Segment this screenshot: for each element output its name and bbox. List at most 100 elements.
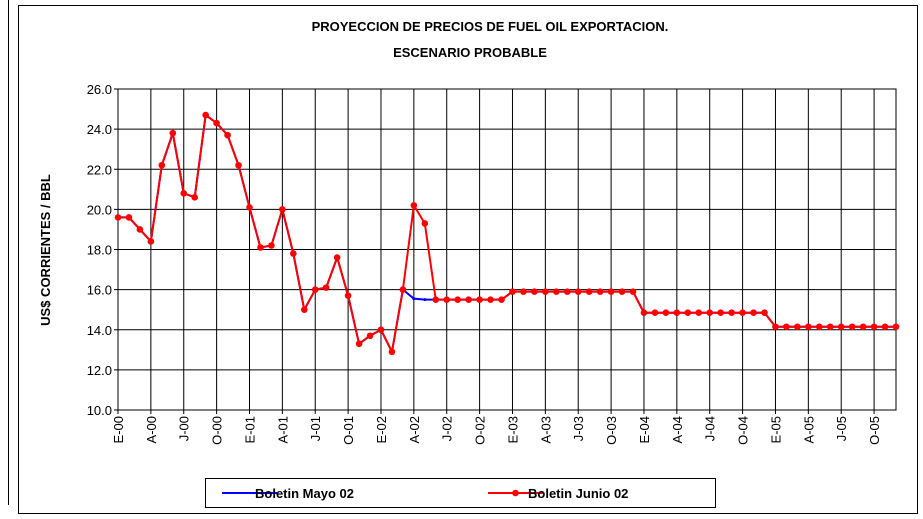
point bbox=[224, 131, 231, 139]
point bbox=[596, 288, 604, 295]
point bbox=[465, 296, 472, 303]
point bbox=[290, 250, 297, 257]
point bbox=[432, 296, 440, 303]
y-tick-label: 12.0 bbox=[87, 363, 112, 378]
point bbox=[498, 296, 505, 303]
point bbox=[651, 309, 659, 316]
chart-subtitle: ESCENARIO PROBABLE bbox=[393, 45, 547, 60]
point bbox=[553, 288, 560, 295]
y-tick-label: 14.0 bbox=[87, 323, 112, 338]
x-tick-label: J-00 bbox=[177, 416, 192, 441]
point bbox=[180, 190, 188, 197]
legend-label: Boletin Junio 02 bbox=[528, 486, 628, 501]
y-tick-label: 16.0 bbox=[87, 283, 112, 298]
y-tick-label: 20.0 bbox=[87, 202, 112, 217]
x-tick-label: J-03 bbox=[571, 416, 586, 441]
x-tick-label: A-02 bbox=[407, 416, 422, 443]
y-axis-title: US$ CORRIENTES / BBL bbox=[38, 174, 53, 326]
point bbox=[629, 288, 637, 295]
point bbox=[246, 204, 253, 211]
point bbox=[344, 292, 352, 299]
point bbox=[706, 309, 714, 316]
legend bbox=[205, 478, 716, 508]
x-tick-label: A-01 bbox=[275, 416, 290, 443]
x-tick-label: J-01 bbox=[308, 416, 323, 441]
legend-label: Boletin Mayo 02 bbox=[255, 486, 354, 501]
point bbox=[399, 286, 407, 293]
point bbox=[423, 298, 427, 302]
x-tick-label: O-04 bbox=[736, 416, 751, 445]
point bbox=[410, 202, 418, 209]
point bbox=[684, 309, 692, 316]
point bbox=[268, 242, 275, 249]
point bbox=[739, 309, 746, 316]
point bbox=[333, 254, 341, 261]
point bbox=[300, 306, 308, 313]
y-tick-label: 22.0 bbox=[87, 162, 112, 177]
point bbox=[728, 309, 735, 316]
x-tick-label: O-00 bbox=[210, 416, 225, 445]
point bbox=[322, 284, 330, 291]
point bbox=[750, 309, 757, 316]
point bbox=[761, 309, 768, 316]
point bbox=[421, 220, 429, 227]
point bbox=[618, 288, 626, 295]
y-tick-label: 24.0 bbox=[87, 122, 112, 137]
x-tick-label: E-04 bbox=[637, 416, 652, 443]
point bbox=[892, 323, 900, 331]
point bbox=[147, 238, 155, 245]
point bbox=[673, 309, 681, 316]
point bbox=[815, 323, 823, 331]
point bbox=[717, 309, 724, 316]
point bbox=[311, 286, 319, 293]
point bbox=[454, 296, 461, 303]
point bbox=[257, 244, 264, 251]
x-tick-label: J-04 bbox=[703, 416, 718, 441]
x-tick-label: A-05 bbox=[801, 416, 816, 443]
point bbox=[412, 297, 416, 301]
y-tick-label: 18.0 bbox=[87, 243, 112, 258]
point bbox=[158, 161, 166, 169]
point bbox=[443, 296, 451, 303]
point bbox=[695, 309, 703, 316]
point bbox=[585, 288, 593, 295]
point bbox=[848, 323, 856, 331]
point bbox=[191, 194, 199, 201]
point bbox=[114, 214, 122, 221]
x-tick-label: O-05 bbox=[867, 416, 882, 445]
point bbox=[520, 288, 527, 295]
point bbox=[169, 129, 177, 137]
point bbox=[826, 323, 834, 331]
point bbox=[870, 323, 878, 331]
point bbox=[805, 323, 812, 331]
point bbox=[487, 296, 494, 303]
point bbox=[640, 309, 648, 316]
point bbox=[279, 206, 286, 213]
point bbox=[136, 226, 144, 233]
point bbox=[476, 296, 483, 303]
x-tick-label: A-04 bbox=[670, 416, 685, 443]
point bbox=[388, 348, 396, 356]
point bbox=[563, 288, 571, 295]
point bbox=[783, 323, 790, 331]
y-tick-label: 10.0 bbox=[87, 403, 112, 418]
point bbox=[235, 161, 242, 169]
point bbox=[213, 119, 220, 127]
point bbox=[794, 323, 801, 331]
chart-title: PROYECCION DE PRECIOS DE FUEL OIL EXPORT… bbox=[312, 19, 669, 34]
x-tick-label: O-02 bbox=[473, 416, 488, 445]
y-tick-label: 26.0 bbox=[87, 82, 112, 97]
x-tick-label: E-05 bbox=[768, 416, 783, 443]
point bbox=[366, 332, 374, 340]
point bbox=[202, 111, 209, 119]
x-tick-label: E-00 bbox=[111, 416, 126, 443]
point bbox=[377, 326, 385, 334]
x-tick-label: A-00 bbox=[144, 416, 159, 443]
point bbox=[355, 340, 363, 348]
point bbox=[531, 288, 538, 295]
x-tick-label: A-03 bbox=[538, 416, 553, 443]
point bbox=[542, 288, 549, 295]
point bbox=[574, 288, 582, 295]
